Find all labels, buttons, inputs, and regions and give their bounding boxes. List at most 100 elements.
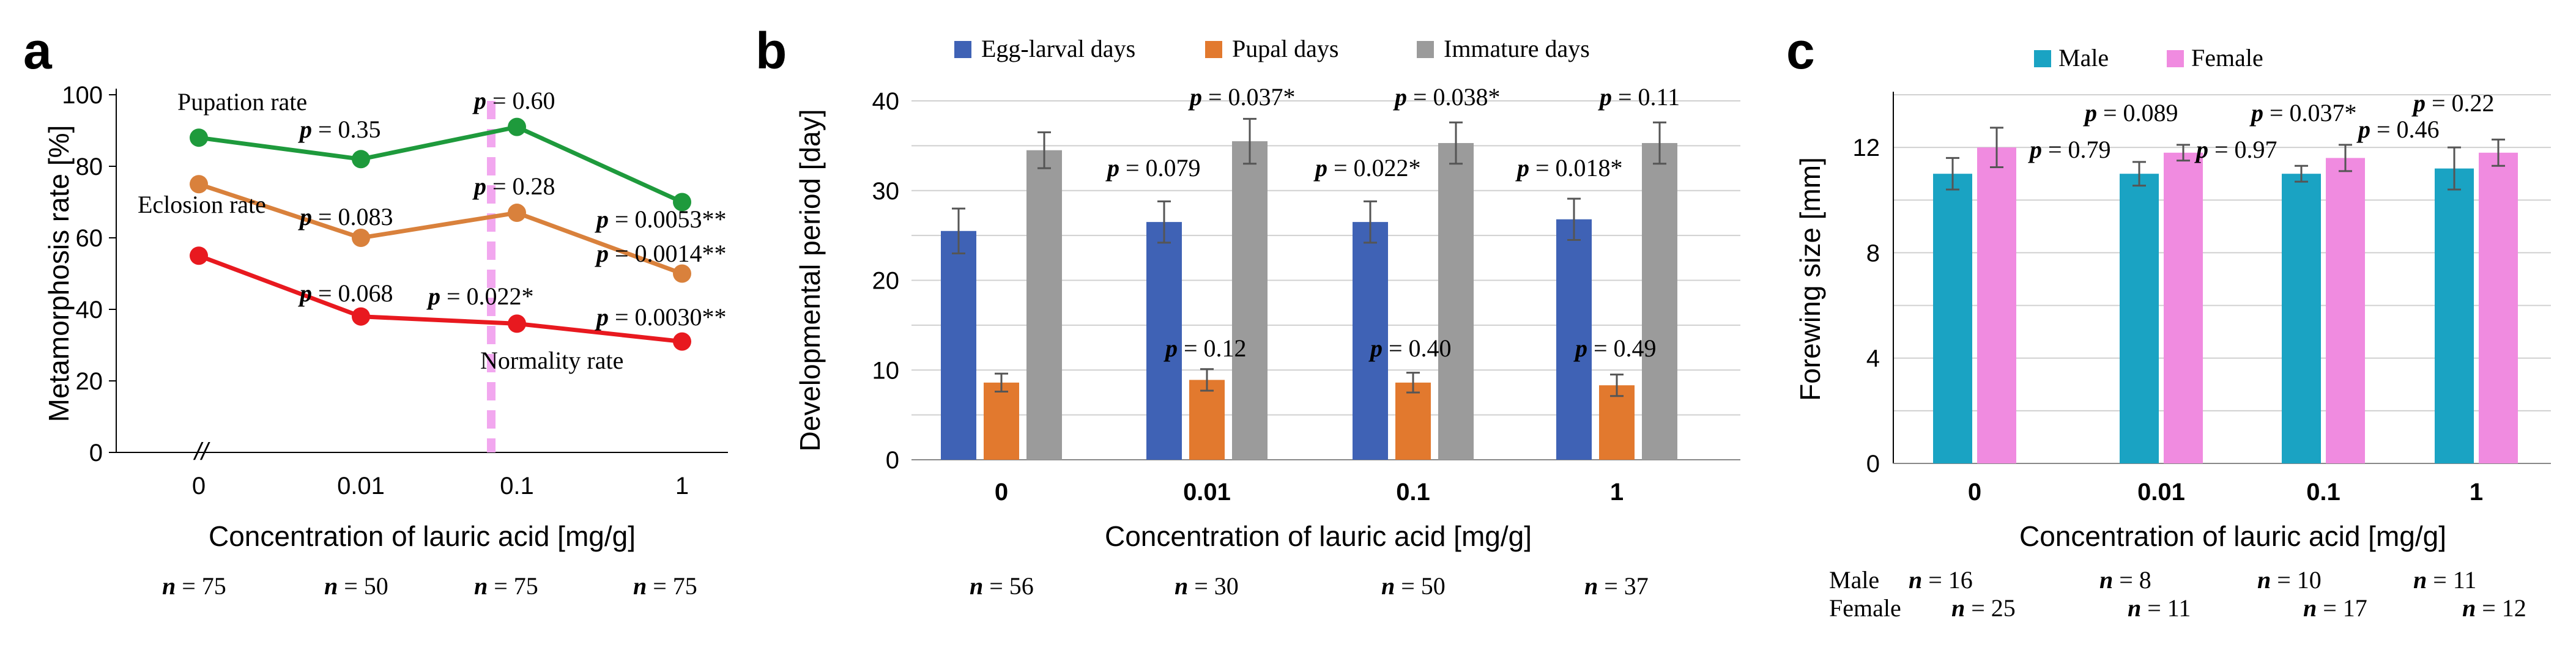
panel-c-n-label: n = 25 <box>1951 594 2016 622</box>
panel-a-series-line <box>198 253 683 344</box>
panel-a-xtick-label: 1 <box>675 473 689 499</box>
panel-a-n-label: n = 50 <box>324 572 388 600</box>
panel-c-pvalue: p = 0.97 <box>2194 136 2277 163</box>
panel-c-n-label: n = 11 <box>2128 594 2191 622</box>
panel-b-n-label: n = 56 <box>970 572 1034 600</box>
panel-a-data-point <box>352 150 370 169</box>
panel-b-pvalue: p = 0.11 <box>1598 83 1680 111</box>
panel-b-bar <box>1395 382 1431 460</box>
panel-a-ytick-label: 0 <box>89 440 103 466</box>
panel-a-xtick-label: 0 <box>192 473 206 499</box>
panel-b-y-title: Developmental period [day] <box>794 109 826 452</box>
panel-a-pvalue: p = 0.0030** <box>595 303 727 331</box>
panel-c-pvalue: p = 0.46 <box>2356 116 2440 143</box>
panel-a-data-point <box>673 332 691 351</box>
panel-b-bar <box>1556 219 1592 460</box>
panel-a-pvalue: p = 0.0014** <box>595 240 727 267</box>
panel-c-legend-swatch <box>2034 50 2051 67</box>
panel-b-bar <box>1189 380 1225 460</box>
panel-b-pvalue: p = 0.079 <box>1105 154 1201 182</box>
panel-c-legend-label: Male <box>2058 44 2109 72</box>
panel-c-bar <box>1977 147 2016 464</box>
panel-c-bar <box>2435 168 2474 463</box>
panel-a-ytick-label: 80 <box>76 153 103 180</box>
panel-a-pvalue: p = 0.28 <box>472 172 555 200</box>
panel-b-letter: b <box>755 22 787 79</box>
panel-b-pvalue: p = 0.49 <box>1573 334 1657 362</box>
panel-b-legend-swatch <box>1417 41 1434 58</box>
panel-a-pvalue: p = 0.068 <box>298 279 393 307</box>
panel-c-n-label: n = 11 <box>2413 566 2476 594</box>
panel-a-ytick-label: 60 <box>76 225 103 252</box>
panel-c-bar <box>2282 174 2321 463</box>
panel-c-ytick-label: 8 <box>1866 240 1880 267</box>
panel-a-ytick-label: 100 <box>62 82 103 109</box>
panel-b-ytick-label: 0 <box>886 447 899 474</box>
panel-c-bar <box>2164 152 2203 463</box>
panel-b-xtick-label: 1 <box>1610 479 1624 506</box>
panel-c-xtick-label: 0.01 <box>2137 479 2185 506</box>
panel-b-legend-swatch <box>954 41 971 58</box>
panel-b-x-title: Concentration of lauric acid [mg/g] <box>1105 520 1532 552</box>
panel-b-xtick-label: 0.01 <box>1183 479 1231 506</box>
panel-a-label-pupation: Pupation rate <box>177 88 307 116</box>
panel-c-n-row-label: Female <box>1829 594 1901 622</box>
panel-b-pvalue: p = 0.018* <box>1515 154 1623 182</box>
panel-b-n-label: n = 37 <box>1584 572 1649 600</box>
panel-a-pvalue: p = 0.083 <box>298 203 393 230</box>
panel-b-ytick-label: 10 <box>872 357 900 384</box>
panel-a-pvalue: p = 0.35 <box>298 116 381 143</box>
panel-b-bar <box>1438 142 1474 460</box>
panel-a-label-normality: Normality rate <box>480 347 623 374</box>
panel-a-n-label: n = 75 <box>162 572 226 600</box>
panel-b-legend-label: Immature days <box>1444 35 1590 62</box>
panel-b-bar <box>941 230 976 460</box>
panel-a-data-point <box>190 128 208 147</box>
panel-a-y-title: Metamorphosis rate [%] <box>43 125 75 422</box>
panel-c-letter: c <box>1786 22 1815 79</box>
panel-c-legend-label: Female <box>2191 44 2263 72</box>
panel-c-ytick-label: 0 <box>1866 451 1880 477</box>
panel-a-pvalue: p = 0.022* <box>426 282 534 310</box>
panel-b-ytick-label: 30 <box>872 178 900 205</box>
panel-b-bar <box>1642 142 1677 460</box>
panel-b-n-label: n = 50 <box>1381 572 1446 600</box>
panel-c-xtick-label: 1 <box>2470 479 2483 506</box>
panel-a-ytick-label: 40 <box>76 297 103 323</box>
panel-a-series-line <box>198 182 683 276</box>
panel-a-data-point <box>673 264 691 283</box>
panel-c-xtick-label: 0.1 <box>2306 479 2340 506</box>
panel-a-label-eclosion: Eclosion rate <box>138 191 266 218</box>
panel-b-pvalue: p = 0.037* <box>1188 83 1296 111</box>
panel-c-n-label: n = 17 <box>2303 594 2367 622</box>
panel-a-data-point <box>508 117 526 136</box>
panel-b-n-label: n = 30 <box>1175 572 1239 600</box>
panel-a-data-point <box>352 307 370 326</box>
panel-a-xtick-label: 0.01 <box>337 473 385 499</box>
panel-b-bar <box>984 382 1019 460</box>
panel-c-n-label: n = 16 <box>1909 566 1973 594</box>
panel-a-ytick-label: 20 <box>76 368 103 395</box>
panel-b-ytick-label: 20 <box>872 268 900 295</box>
panel-a-x-title: Concentration of lauric acid [mg/g] <box>209 520 636 552</box>
panel-a-axis-break: // <box>193 438 210 465</box>
panel-b-pvalue: p = 0.40 <box>1368 334 1452 362</box>
panel-b-bar <box>1146 222 1182 460</box>
panel-c-pvalue: p = 0.089 <box>2083 99 2178 127</box>
panel-a-data-point <box>673 193 691 212</box>
panel-b-legend-label: Egg-larval days <box>981 35 1135 62</box>
panel-c-pvalue: p = 0.79 <box>2028 136 2111 163</box>
panel-b-pvalue: p = 0.022* <box>1313 154 1421 182</box>
panel-b-xtick-label: 0.1 <box>1396 479 1430 506</box>
panel-c-legend-swatch <box>2167 50 2184 67</box>
panel-c-n-row-label: Male <box>1829 566 1879 594</box>
panel-c-bar <box>1933 174 1972 463</box>
panel-c-xtick-label: 0 <box>1968 479 1981 506</box>
panel-c-pvalue: p = 0.037* <box>2249 99 2357 127</box>
panel-b-bar <box>1353 222 1388 460</box>
panel-c-pvalue: p = 0.22 <box>2411 89 2495 117</box>
panel-a-xtick-label: 0.1 <box>500 473 534 499</box>
panel-b-bar <box>1599 385 1635 460</box>
panel-a-n-label: n = 75 <box>474 572 538 600</box>
